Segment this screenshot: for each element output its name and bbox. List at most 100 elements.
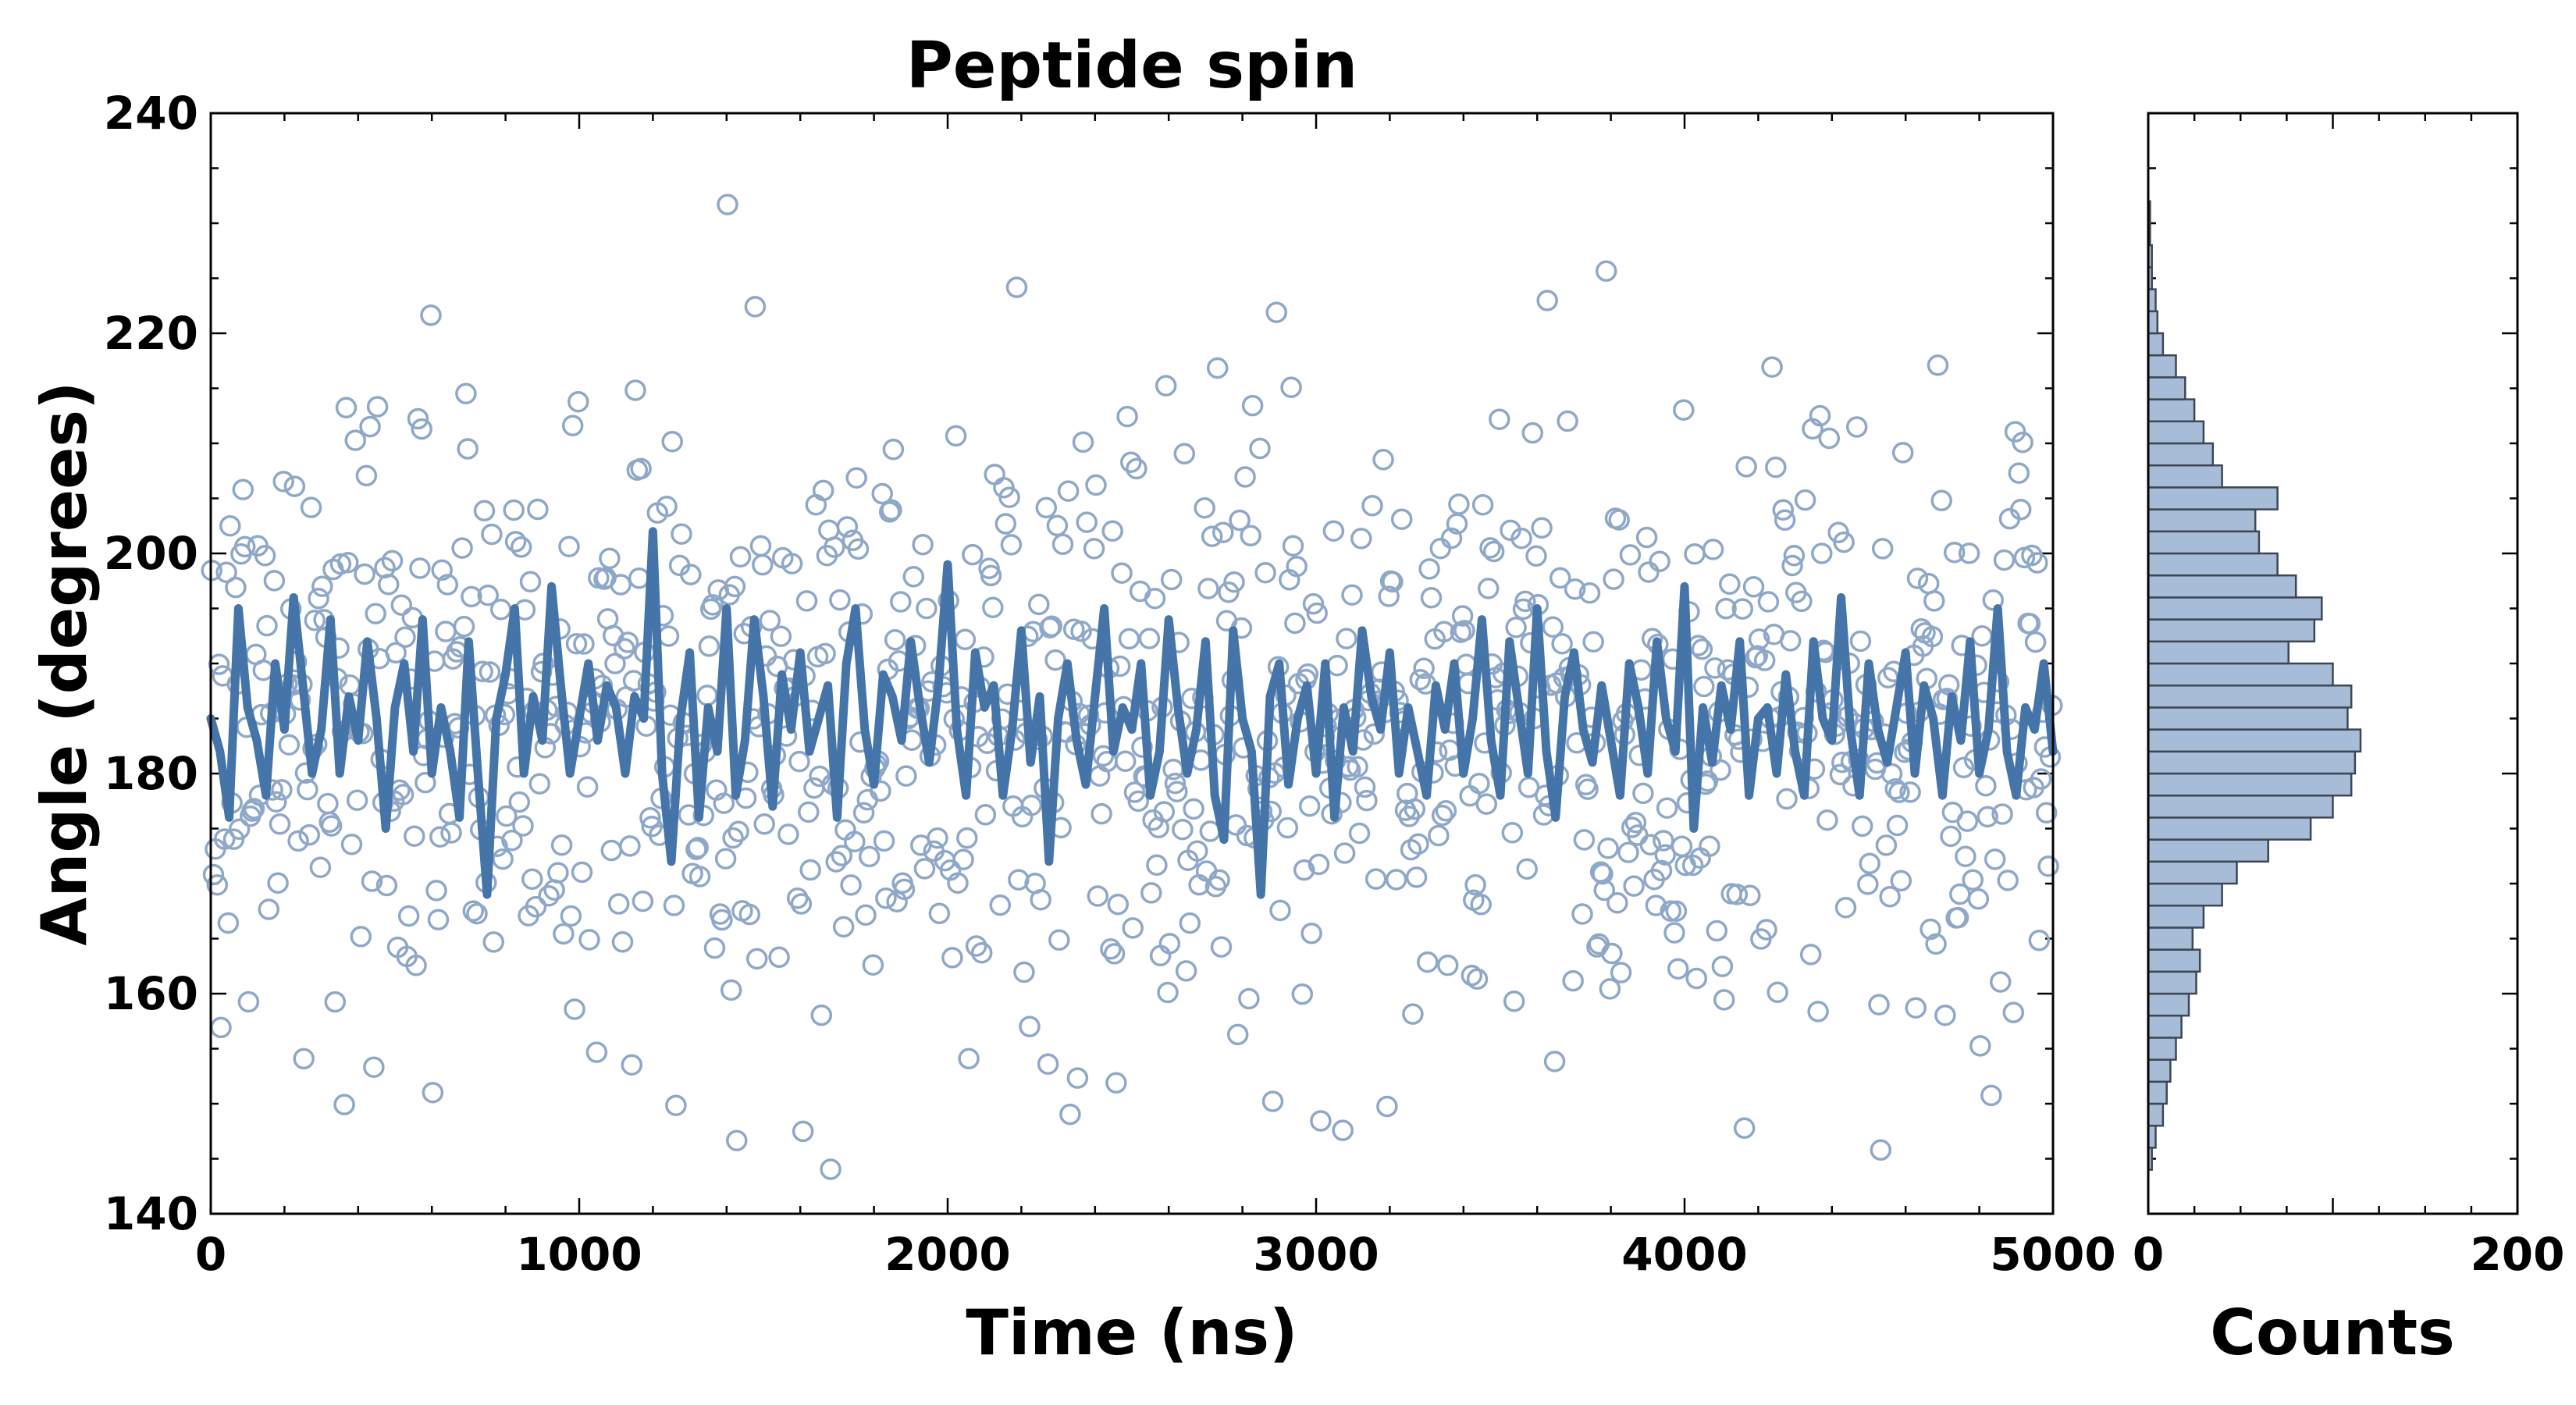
scatter-point [696,685,718,706]
scatter-point [1617,841,1639,863]
scatter-point [1140,882,1162,904]
scatter-point [1811,542,1833,564]
scatter-point [1013,961,1035,984]
scatter-point [429,826,451,848]
scatter-point [982,596,1004,619]
scatter-point [825,851,847,873]
scatter-point [1048,929,1070,951]
scatter-point [873,830,895,852]
scatter-point [1122,917,1144,939]
scatter-point [1849,630,1872,653]
scatter-point [225,576,247,599]
scatter-point [2035,802,2058,824]
scatter-point [1100,938,1122,960]
scatter-point [1108,655,1131,678]
scatter-point [422,1081,444,1104]
scatter-point [1899,781,1921,803]
scatter-point [564,998,585,1020]
scatter-point [344,429,367,451]
scatter-point [745,948,768,970]
x-tick-label: 3000 [1253,1228,1379,1281]
scatter-point [1958,542,1980,564]
scatter-point [1542,616,1564,638]
scatter-point [688,866,711,887]
scatter-point [1418,558,1440,580]
scatter-point [1276,816,1299,839]
scatter-point [1577,778,1599,800]
scatter-point [1982,589,2005,611]
scatter-point [882,439,905,461]
scatter-point [770,625,792,648]
histogram-bar [2147,684,2353,709]
scatter-point [1980,1084,2002,1107]
scatter-point [1051,533,1074,556]
histogram-bar [2147,706,2349,731]
scatter-point [492,848,514,870]
scatter-point [550,834,573,856]
histogram-bar [2147,1058,2172,1083]
scatter-point [565,632,588,655]
scatter-point [884,628,906,651]
histogram-plot: 0 200 Counts [2133,112,2565,1369]
scatter-point [1635,526,1658,549]
scatter-point [847,538,870,560]
histogram-bar [2147,376,2186,400]
scatter-point [317,792,339,815]
scatter-point [1794,489,1816,511]
scatter-point [886,891,908,913]
histogram-bar [2147,860,2238,885]
scatter-point [619,835,641,857]
scatter-point [254,545,276,567]
scatter-point [1107,893,1130,916]
main-plot-frame [209,112,2055,1215]
scatter-point [1733,1117,1756,1140]
scatter-point [1044,649,1066,671]
scatter-point [1829,763,1852,786]
scatter-point [1947,906,1969,929]
scatter-point [1905,997,1927,1019]
scatter-point [1350,528,1372,550]
scatter-point [1070,620,1092,642]
scatter-point [1087,885,1109,907]
scatter-point [1005,276,1028,298]
scatter-point [752,553,774,576]
scatter-point [267,872,289,894]
scatter-point [726,1129,748,1151]
scatter-point [624,379,646,401]
hist-x-tick-label: 200 [2470,1228,2564,1281]
scatter-point [407,407,429,430]
scatter-point [521,868,543,891]
scatter-point [538,884,560,907]
scatter-point [1772,499,1795,521]
scatter-point [1891,442,1914,464]
scatter-point [1649,550,1670,572]
histogram-bar [2147,992,2190,1017]
y-tick-label: 220 [104,307,198,360]
scatter-point [1085,474,1107,496]
scatter-point [974,804,997,826]
scatter-point [206,873,229,896]
scatter-point [409,557,431,579]
scatter-point [1549,567,1571,589]
scatter-point [361,870,383,892]
scatter-point [1859,852,1880,875]
scatter-point [1888,781,1910,803]
scatter-point [202,863,225,886]
scatter-point [1884,778,1906,800]
scatter-point [610,574,632,596]
scatter-point [1138,628,1161,649]
scatter-point [703,937,726,959]
scatter-point [1066,1067,1089,1089]
scatter-point [1019,1016,1041,1037]
scatter-point [355,464,378,487]
y-tick-label: 200 [104,527,198,580]
scatter-point [1293,859,1315,881]
scatter-point [333,1094,355,1115]
scatter-point [871,482,893,505]
scatter-point [1000,534,1023,556]
scatter-point [1249,437,1271,460]
x-tick-label: 4000 [1621,1228,1747,1281]
scatter-point [482,931,505,953]
scatter-point [840,874,862,896]
scatter-point [855,904,877,927]
